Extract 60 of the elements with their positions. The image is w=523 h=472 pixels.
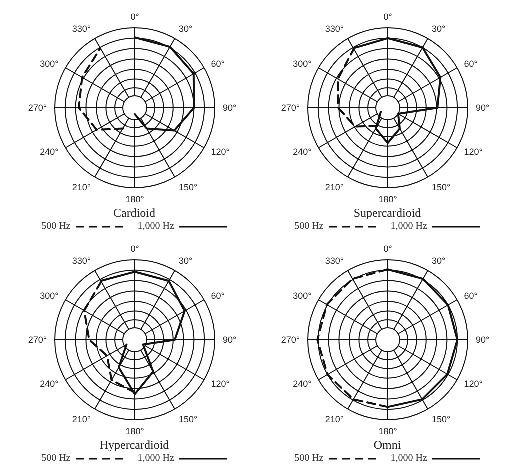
legend-label: 1,000 Hz xyxy=(390,221,428,232)
spoke-label: 270° xyxy=(28,103,47,114)
spoke-label: 120° xyxy=(464,147,483,158)
spoke-label: 300° xyxy=(292,59,312,70)
spoke-label: 0° xyxy=(130,244,140,254)
spoke-label: 270° xyxy=(280,335,300,346)
legend-label: 1,000 Hz xyxy=(138,453,174,464)
spoke-label: 60° xyxy=(210,59,225,70)
spoke-label: 0° xyxy=(130,12,140,22)
spoke-label: 120° xyxy=(464,379,483,390)
spoke-label: 0° xyxy=(383,12,392,22)
spoke-label: 120° xyxy=(210,379,230,390)
spoke-label: 330° xyxy=(72,256,91,266)
spoke-label: 330° xyxy=(324,256,344,266)
spoke-label: 150° xyxy=(432,414,451,425)
legend-label: 500 Hz xyxy=(294,221,324,232)
spoke-label: 60° xyxy=(464,59,478,70)
spoke-label: 270° xyxy=(28,335,47,346)
text: Supercardioid xyxy=(354,206,422,221)
legend-label: 500 Hz xyxy=(42,221,71,232)
spoke-label: 300° xyxy=(292,291,312,302)
text: Cardioid xyxy=(114,206,156,221)
spoke-label: 270° xyxy=(280,103,300,114)
spoke-label: 180° xyxy=(378,194,398,204)
spoke-label: 90° xyxy=(222,335,237,346)
spoke-label: 210° xyxy=(324,182,344,193)
spoke-label: 180° xyxy=(125,194,144,204)
spoke-label: 330° xyxy=(324,24,344,34)
spoke-label: 150° xyxy=(178,414,198,425)
spoke-label: 30° xyxy=(178,24,193,34)
spoke-label: 90° xyxy=(476,335,490,346)
spoke-label: 240° xyxy=(40,379,59,390)
spoke-label: 210° xyxy=(72,182,91,193)
spoke-label: 30° xyxy=(432,24,446,34)
legend-label: 1,000 Hz xyxy=(390,453,428,464)
legend-label: 500 Hz xyxy=(42,453,71,464)
spoke-label: 60° xyxy=(464,291,478,302)
spoke-label: 300° xyxy=(40,291,59,302)
spoke-label: 30° xyxy=(178,256,193,266)
spoke-label: 90° xyxy=(222,103,237,114)
legend-label: 1,000 Hz xyxy=(138,221,174,232)
spoke-label: 30° xyxy=(432,256,446,266)
spoke-label: 120° xyxy=(210,147,230,158)
spoke-label: 240° xyxy=(292,147,312,158)
spoke-label: 240° xyxy=(40,147,59,158)
spoke-label: 90° xyxy=(476,103,490,114)
spoke-label: 240° xyxy=(292,379,312,390)
spoke-label: 210° xyxy=(72,414,91,425)
text: Hypercardioid xyxy=(100,438,170,453)
spoke-label: 60° xyxy=(210,291,225,302)
legend-label: 500 Hz xyxy=(294,453,324,464)
spoke-label: 180° xyxy=(378,426,398,436)
spoke-label: 180° xyxy=(125,426,144,436)
spoke-label: 150° xyxy=(178,182,198,193)
spoke-label: 300° xyxy=(40,59,59,70)
spoke-label: 330° xyxy=(72,24,91,34)
text: Omni xyxy=(374,438,402,453)
spoke-label: 150° xyxy=(432,182,451,193)
spoke-label: 0° xyxy=(383,244,392,254)
spoke-label: 210° xyxy=(324,414,344,425)
